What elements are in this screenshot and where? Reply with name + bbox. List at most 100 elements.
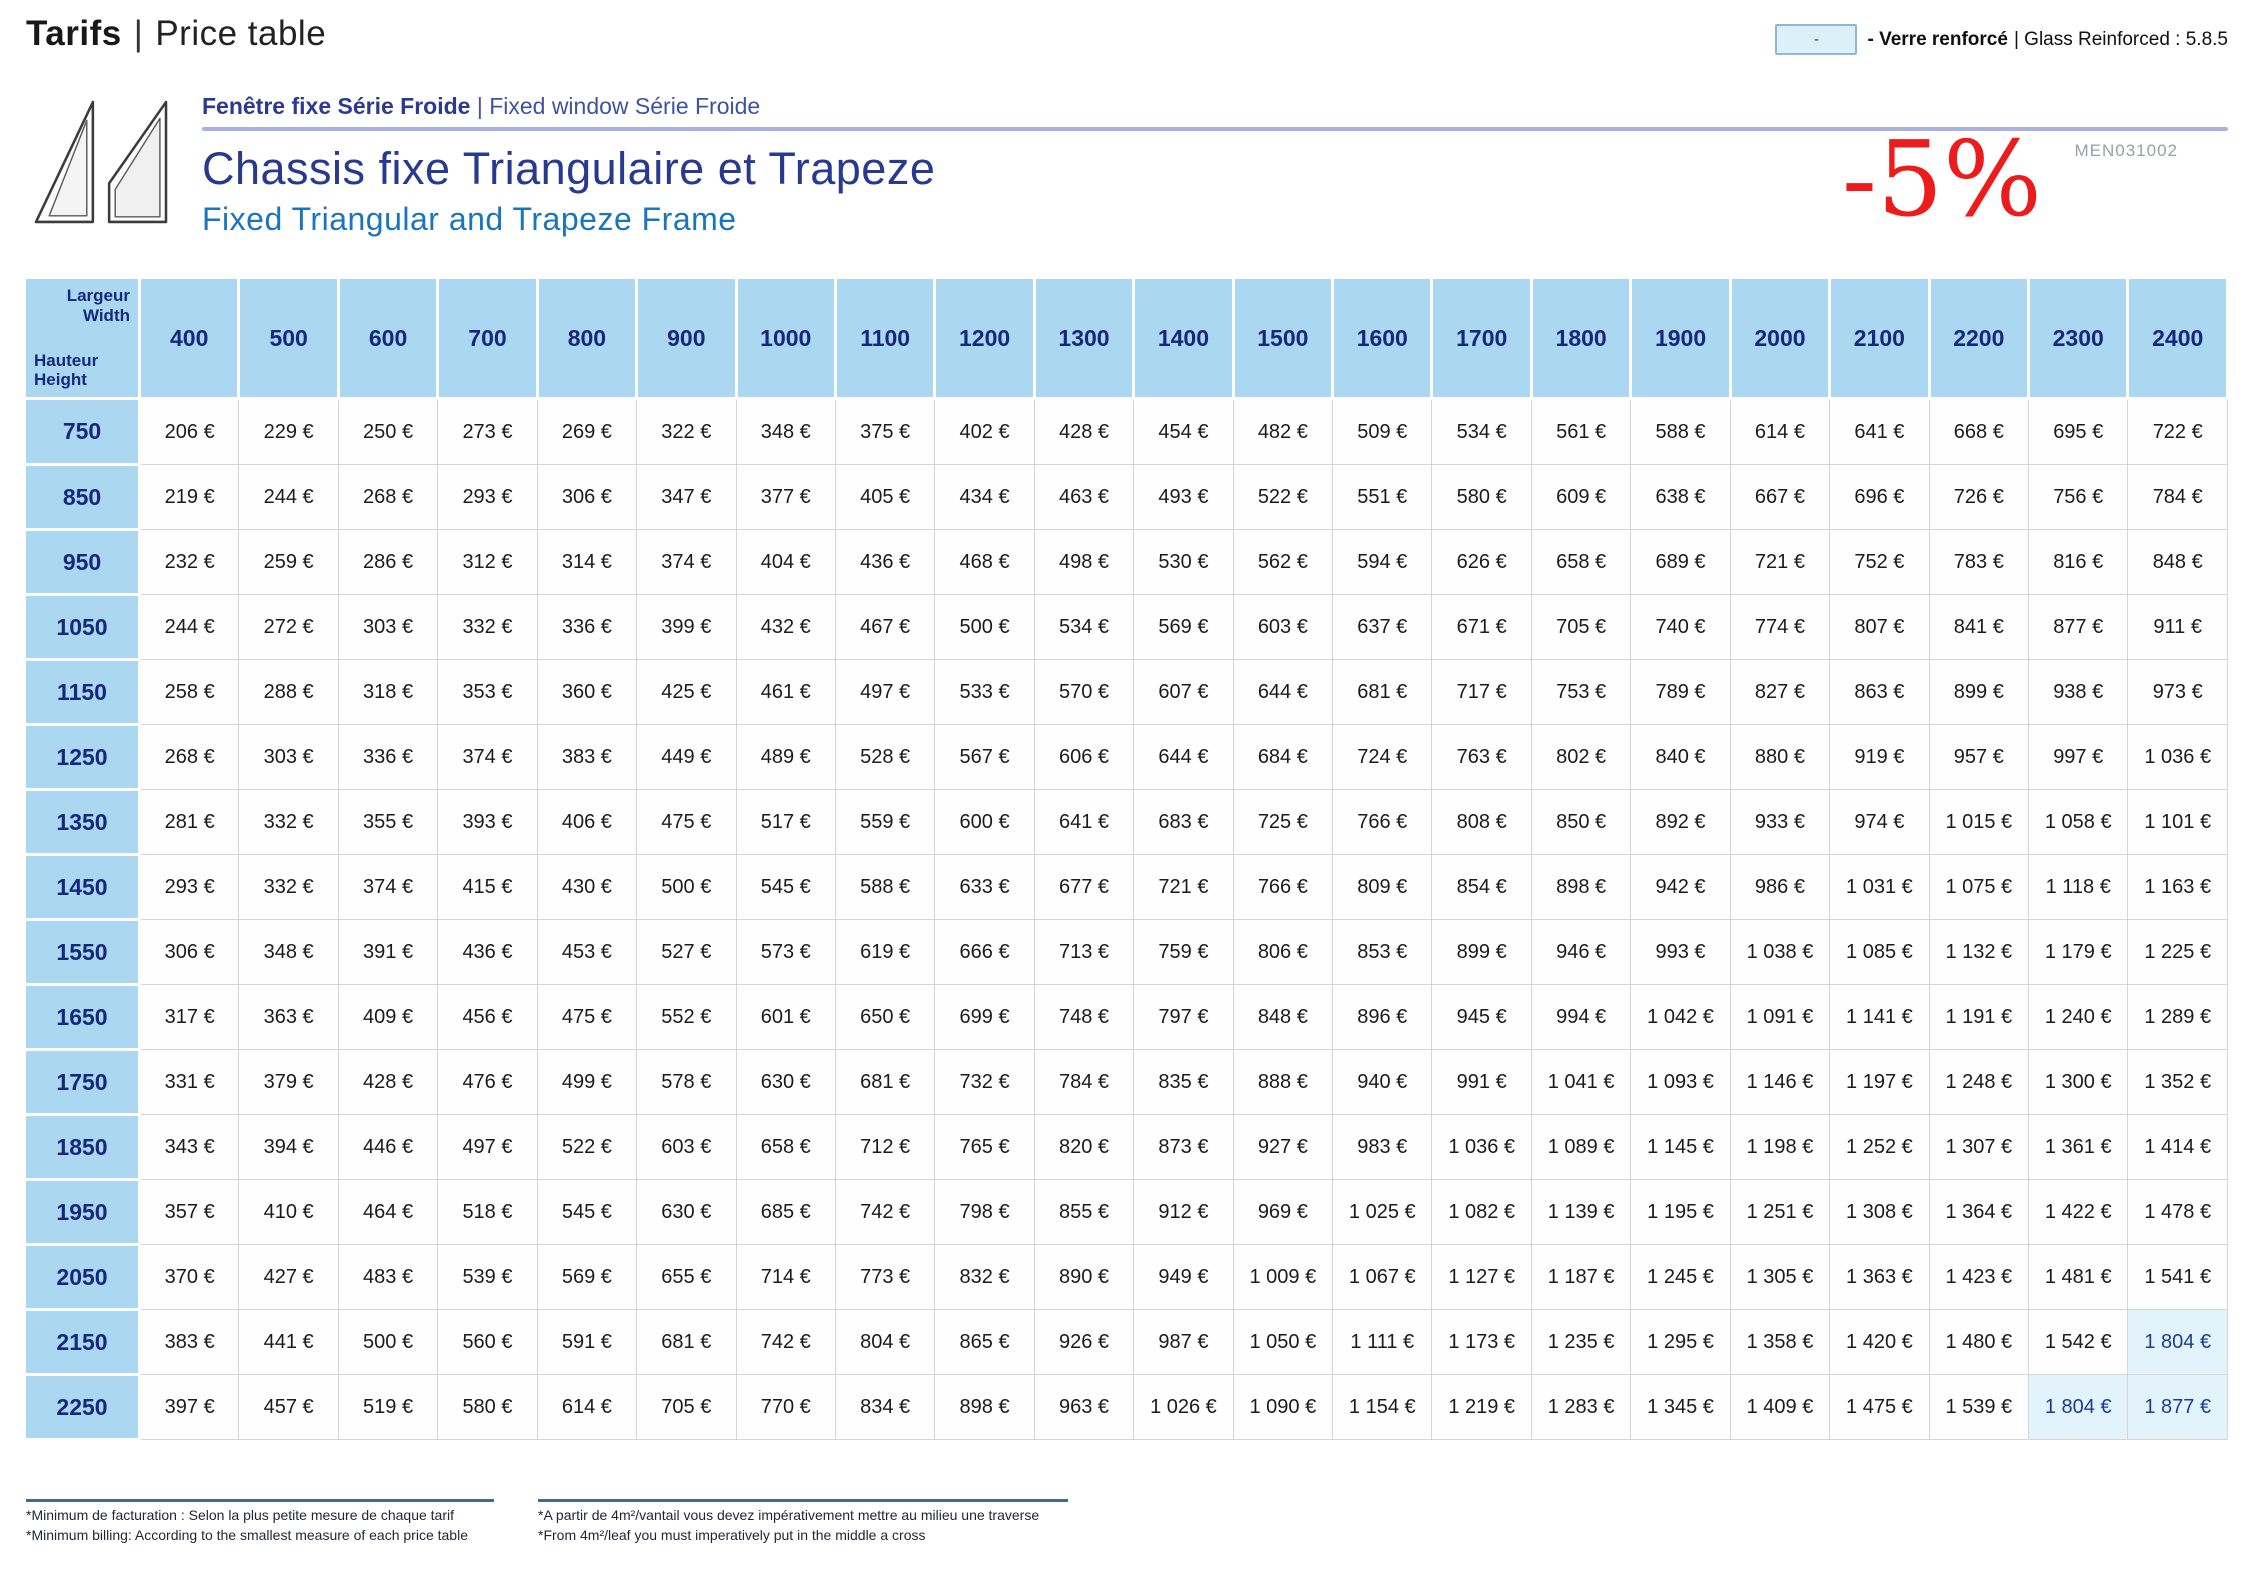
price-cell: 841 € (1928, 594, 2030, 660)
price-cell: 630 € (735, 1049, 836, 1115)
price-cell: 832 € (934, 1244, 1035, 1310)
price-cell: 559 € (834, 789, 936, 855)
price-cell: 850 € (1530, 789, 1632, 855)
price-cell: 888 € (1232, 1049, 1334, 1115)
price-cell: 983 € (1332, 1114, 1433, 1180)
price-cell: 522 € (1232, 464, 1334, 530)
price-cell: 732 € (934, 1049, 1035, 1115)
price-cell: 449 € (636, 724, 737, 790)
price-cell: 896 € (1332, 984, 1433, 1050)
price-cell: 1 481 € (2028, 1244, 2129, 1310)
price-cell: 644 € (1232, 659, 1334, 725)
price-cell: 560 € (437, 1309, 538, 1375)
price-cell: 865 € (934, 1309, 1035, 1375)
price-cell: 580 € (437, 1374, 538, 1440)
footnote-minimum-billing: *Minimum de facturation : Selon la plus … (26, 1499, 494, 1545)
table-row: 750 206 €229 €250 €273 €269 €322 €348 €37… (23, 397, 2228, 466)
price-table-head: Largeur Width Hauteur Height 400 500 600 70… (23, 276, 2229, 400)
price-cell: 1 300 € (2028, 1049, 2129, 1115)
price-cell: 974 € (1829, 789, 1930, 855)
table-row: 1550 306 €348 €391 €436 €453 €527 €573 €6… (23, 918, 2228, 986)
price-cell: 436 € (437, 919, 538, 985)
price-cell: 938 € (2028, 659, 2129, 725)
price-cell: 498 € (1033, 529, 1135, 595)
price-cell: 464 € (337, 1179, 439, 1245)
price-cell: 375 € (834, 398, 936, 465)
price-cell: 258 € (138, 659, 240, 725)
row-header-850: 850 (23, 463, 141, 531)
price-cell: 892 € (1630, 789, 1731, 855)
price-cell: 430 € (536, 854, 638, 920)
price-cell: 993 € (1630, 919, 1731, 985)
price-cell: 374 € (437, 724, 538, 790)
price-cell: 619 € (834, 919, 936, 985)
price-cell: 765 € (934, 1114, 1035, 1180)
price-cell: 666 € (934, 919, 1035, 985)
price-cell: 770 € (735, 1374, 836, 1440)
row-header-1650: 1650 (23, 983, 141, 1051)
price-cell: 1 480 € (1928, 1309, 2030, 1375)
price-cell: 1 305 € (1729, 1244, 1831, 1310)
price-table: Largeur Width Hauteur Height 400 500 600 70… (23, 276, 2229, 1441)
price-cell: 957 € (1928, 724, 2030, 790)
price-cell: 784 € (1033, 1049, 1135, 1115)
price-cell: 353 € (437, 659, 538, 725)
price-cell: 1 058 € (2028, 789, 2129, 855)
price-cell: 363 € (238, 984, 339, 1050)
price-cell: 1 191 € (1928, 984, 2030, 1050)
price-cell: 827 € (1729, 659, 1831, 725)
table-row: 1150 258 €288 €318 €353 €360 €425 €461 €4… (23, 658, 2228, 726)
price-cell: 232 € (138, 529, 240, 595)
price-cell: 355 € (337, 789, 439, 855)
price-cell: 890 € (1033, 1244, 1135, 1310)
price-cell: 1 139 € (1530, 1179, 1632, 1245)
price-cell: 752 € (1829, 529, 1930, 595)
trapeze-window-icon (107, 100, 168, 224)
series-divider (202, 127, 2228, 131)
page-title-main: Tarifs (26, 14, 122, 53)
price-cell: 820 € (1033, 1114, 1135, 1180)
col-header-1700: 1700 (1430, 276, 1533, 400)
col-header-2300: 2300 (2027, 276, 2130, 400)
col-header-1800: 1800 (1529, 276, 1633, 400)
price-cell: 695 € (2028, 398, 2129, 465)
price-cell: 1 539 € (1928, 1374, 2030, 1440)
price-cell: 545 € (735, 854, 836, 920)
price-cell: 641 € (1033, 789, 1135, 855)
price-cell: 332 € (238, 789, 339, 855)
price-cell: 402 € (934, 398, 1035, 465)
price-cell: 348 € (238, 919, 339, 985)
price-cell: 404 € (735, 529, 836, 595)
price-cell: 259 € (238, 529, 339, 595)
price-cell: 774 € (1729, 594, 1831, 660)
price-cell: 1 295 € (1630, 1309, 1731, 1375)
price-cell: 969 € (1232, 1179, 1334, 1245)
row-header-1350: 1350 (23, 788, 141, 856)
price-cell: 528 € (834, 724, 936, 790)
price-cell: 942 € (1630, 854, 1731, 920)
price-cell: 244 € (238, 464, 339, 530)
price-cell: 973 € (2127, 659, 2228, 725)
price-cell: 393 € (437, 789, 538, 855)
price-cell: 331 € (138, 1049, 240, 1115)
price-cell: 348 € (735, 398, 836, 465)
footnotes: *Minimum de facturation : Selon la plus … (26, 1499, 2252, 1545)
price-cell: 405 € (834, 464, 936, 530)
price-cell: 303 € (238, 724, 339, 790)
price-cell: 863 € (1829, 659, 1930, 725)
price-cell: 1 804 € (2127, 1309, 2228, 1375)
price-cell: 483 € (337, 1244, 439, 1310)
price-cell: 1 240 € (2028, 984, 2129, 1050)
price-cell: 1 041 € (1530, 1049, 1632, 1115)
price-cell: 1 127 € (1431, 1244, 1532, 1310)
price-cell: 206 € (138, 398, 240, 465)
price-cell: 539 € (437, 1244, 538, 1310)
price-cell: 684 € (1232, 724, 1334, 790)
price-cell: 626 € (1431, 529, 1532, 595)
window-shape-icons (26, 89, 202, 238)
price-cell: 273 € (437, 398, 538, 465)
price-cell: 357 € (138, 1179, 240, 1245)
price-cell: 1 179 € (2028, 919, 2129, 985)
series-name-en: | Fixed window Série Froide (476, 93, 761, 119)
